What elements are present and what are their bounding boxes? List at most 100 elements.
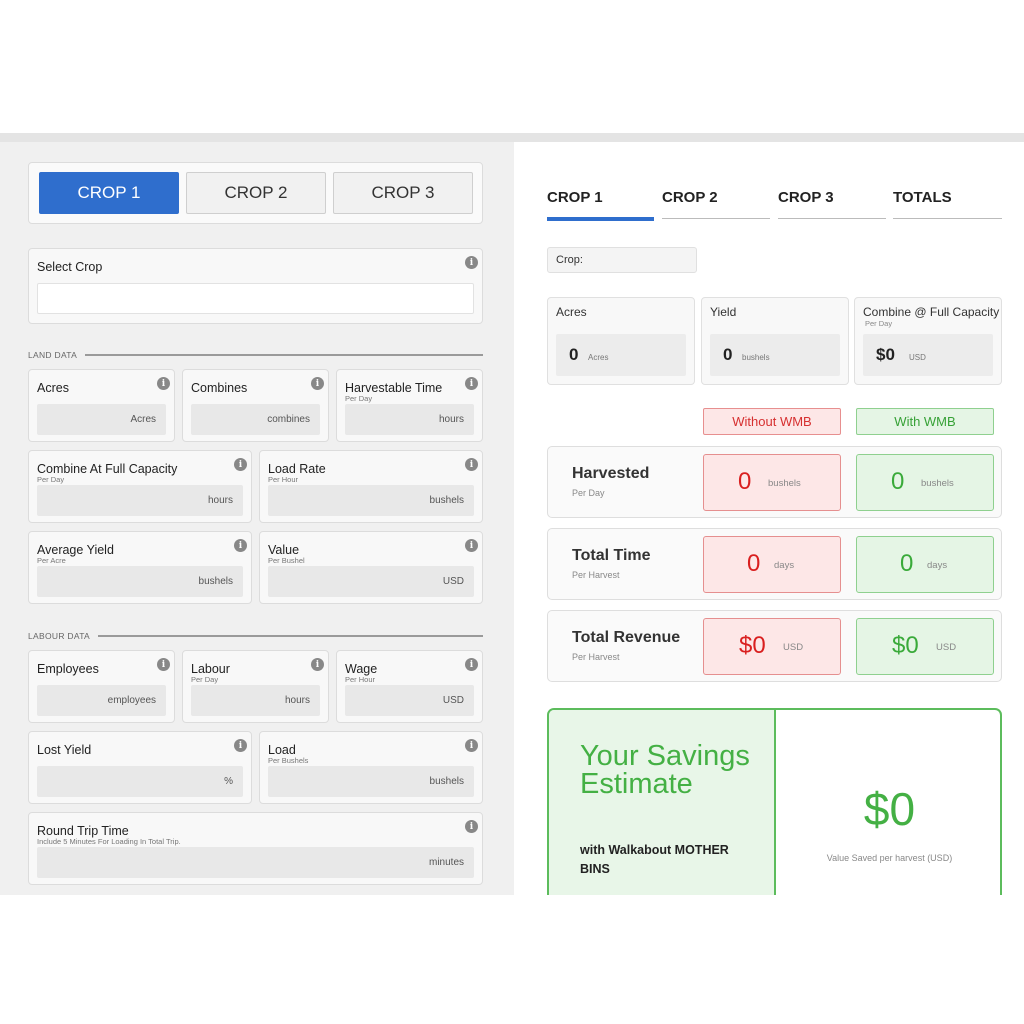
info-icon[interactable]: i xyxy=(465,256,478,269)
employees-input[interactable]: employees xyxy=(37,685,166,716)
without-unit: bushels xyxy=(768,478,801,489)
summary-acres-unit: Acres xyxy=(588,353,609,362)
info-icon[interactable]: i xyxy=(465,739,478,752)
section-divider xyxy=(85,354,483,356)
without-cell: 0 bushels xyxy=(703,454,841,511)
load-input[interactable]: bushels xyxy=(268,766,474,797)
select-crop-input[interactable] xyxy=(37,283,474,314)
labour-label: Labour xyxy=(191,662,230,676)
section-divider xyxy=(98,635,483,637)
combines-input-box: Combines i combines xyxy=(182,369,329,442)
info-icon[interactable]: i xyxy=(465,658,478,671)
round-trip-input[interactable]: minutes xyxy=(37,847,474,878)
labour-data-section: LABOUR DATA xyxy=(28,631,483,641)
without-value: 0 xyxy=(747,550,761,577)
with-cell: 0 days xyxy=(856,536,994,593)
round-trip-label: Round Trip Time xyxy=(37,824,129,838)
info-icon[interactable]: i xyxy=(234,539,247,552)
select-crop-box: Select Crop i xyxy=(28,248,483,324)
summary-combine-sub: Per Day xyxy=(865,319,893,328)
row-sub: Per Harvest xyxy=(572,570,620,580)
load-rate-input[interactable]: bushels xyxy=(268,485,474,516)
average-yield-sub: Per Acre xyxy=(37,556,66,565)
result-tab-totals[interactable]: TOTALS xyxy=(893,189,1002,221)
crop-tab-2[interactable]: CROP 2 xyxy=(186,172,326,214)
land-data-section: LAND DATA xyxy=(28,350,483,360)
crop-tab-1[interactable]: CROP 1 xyxy=(39,172,179,214)
summary-acres-label: Acres xyxy=(556,305,587,319)
with-unit: bushels xyxy=(921,478,954,489)
harvestable-time-input[interactable]: hours xyxy=(345,404,474,435)
crop-tab-3[interactable]: CROP 3 xyxy=(333,172,473,214)
row-label: Total Time xyxy=(572,547,651,564)
harvestable-time-label: Harvestable Time xyxy=(345,381,443,395)
combine-capacity-input[interactable]: hours xyxy=(37,485,243,516)
top-divider xyxy=(0,133,1024,142)
info-icon[interactable]: i xyxy=(465,458,478,471)
info-icon[interactable]: i xyxy=(311,658,324,671)
with-wmb-badge: With WMB xyxy=(856,408,994,435)
crop-tab-bar: CROP 1 CROP 2 CROP 3 xyxy=(28,162,483,224)
without-wmb-badge: Without WMB xyxy=(703,408,841,435)
combine-capacity-box: Combine At Full Capacity Per Day i hours xyxy=(28,450,252,523)
info-icon[interactable]: i xyxy=(234,458,247,471)
savings-left-panel: Your Savings Estimate with Walkabout MOT… xyxy=(549,710,776,895)
value-sub: Per Bushel xyxy=(268,556,305,565)
result-tab-crop-1[interactable]: CROP 1 xyxy=(547,189,654,221)
combines-input[interactable]: combines xyxy=(191,404,320,435)
savings-value: $0 xyxy=(863,783,916,835)
savings-title: Your Savings Estimate xyxy=(580,740,750,800)
labour-input[interactable]: hours xyxy=(191,685,320,716)
without-value: 0 xyxy=(738,468,752,495)
with-unit: days xyxy=(927,560,948,571)
wage-input[interactable]: USD xyxy=(345,685,474,716)
harvestable-time-box: Harvestable Time Per Day i hours xyxy=(336,369,483,442)
info-icon[interactable]: i xyxy=(465,377,478,390)
result-tab-label: CROP 2 xyxy=(662,189,718,206)
input-panel: CROP 1 CROP 2 CROP 3 Select Crop i LAND … xyxy=(0,142,514,895)
summary-combine-value: $0 xyxy=(876,345,895,364)
without-unit: USD xyxy=(783,642,804,653)
lost-yield-input[interactable]: % xyxy=(37,766,243,797)
load-label: Load xyxy=(268,743,296,757)
summary-acres: Acres 0 Acres xyxy=(547,297,695,385)
land-data-title: LAND DATA xyxy=(28,350,84,360)
info-icon[interactable]: i xyxy=(465,539,478,552)
row-sub: Per Harvest xyxy=(572,652,620,662)
employees-box: Employees i employees xyxy=(28,650,175,723)
summary-combine-unit: USD xyxy=(909,353,926,362)
wage-sub: Per Hour xyxy=(345,675,376,684)
labour-sub: Per Day xyxy=(191,675,219,684)
value-input[interactable]: USD xyxy=(268,566,474,597)
with-cell: $0 USD xyxy=(856,618,994,675)
load-sub: Per Bushels xyxy=(268,756,309,765)
info-icon[interactable]: i xyxy=(311,377,324,390)
info-icon[interactable]: i xyxy=(465,820,478,833)
result-tab-label: CROP 3 xyxy=(778,189,834,206)
result-tab-crop-3[interactable]: CROP 3 xyxy=(778,189,886,221)
savings-value-label: Value Saved per harvest (USD) xyxy=(826,853,953,863)
info-icon[interactable]: i xyxy=(234,739,247,752)
harvestable-time-sub: Per Day xyxy=(345,394,373,403)
employees-label: Employees xyxy=(37,662,99,676)
labour-data-title: LABOUR DATA xyxy=(28,631,97,641)
acres-input-box: Acres i Acres xyxy=(28,369,175,442)
total-time-row: Total Time Per Harvest 0 days 0 days xyxy=(547,528,1002,600)
select-crop-label: Select Crop xyxy=(37,260,103,274)
average-yield-input[interactable]: bushels xyxy=(37,566,243,597)
with-unit: USD xyxy=(936,642,957,653)
summary-acres-value: 0 xyxy=(569,345,579,364)
acres-label: Acres xyxy=(37,381,69,395)
row-sub: Per Day xyxy=(572,488,605,498)
acres-input[interactable]: Acres xyxy=(37,404,166,435)
summary-yield-value: 0 xyxy=(723,345,733,364)
info-icon[interactable]: i xyxy=(157,377,170,390)
summary-yield-label: Yield xyxy=(710,305,737,319)
result-tab-crop-2[interactable]: CROP 2 xyxy=(662,189,770,221)
results-panel: CROP 1 CROP 2 CROP 3 TOTALS Crop: Acres … xyxy=(514,142,1024,895)
load-box: Load Per Bushels i bushels xyxy=(259,731,483,804)
savings-estimate-card: Your Savings Estimate with Walkabout MOT… xyxy=(547,708,1002,895)
without-unit: days xyxy=(774,560,795,571)
info-icon[interactable]: i xyxy=(157,658,170,671)
summary-combine-label: Combine @ Full Capacity xyxy=(863,305,1000,319)
